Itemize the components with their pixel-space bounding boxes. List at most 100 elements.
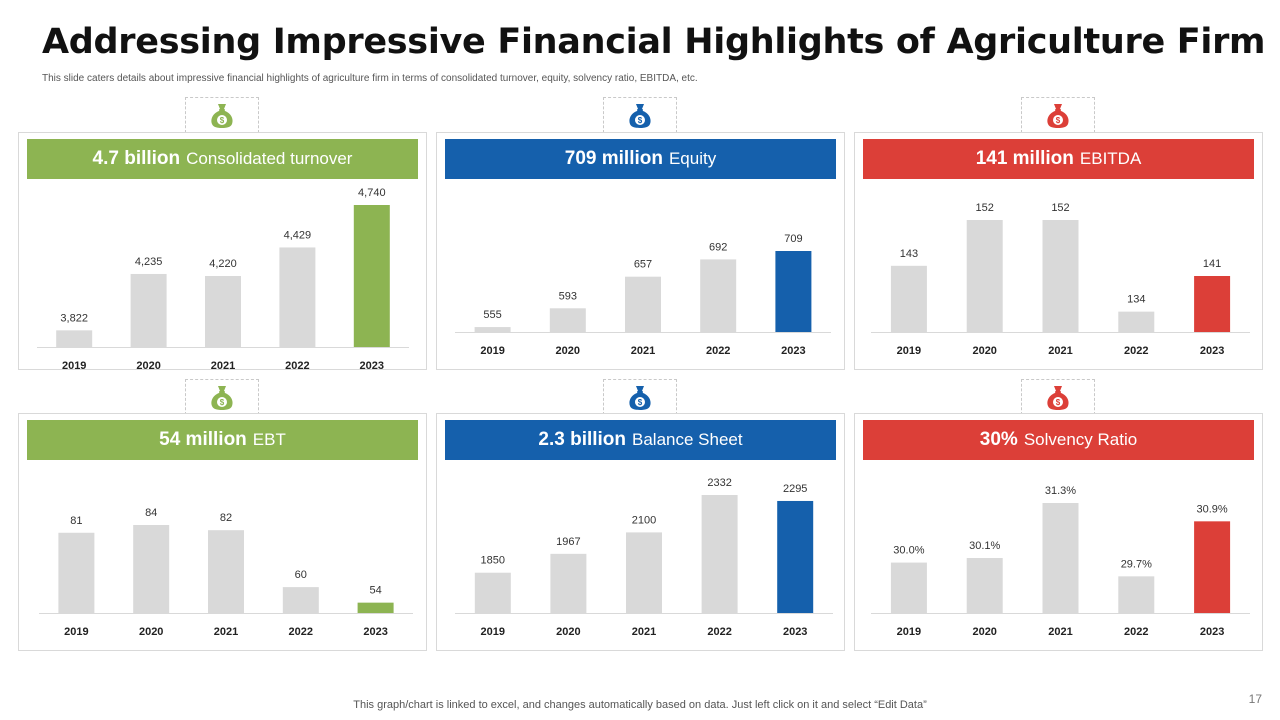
x-tick-label: 2022 (707, 626, 731, 638)
bar-2021 (626, 532, 662, 613)
x-tick-label: 2021 (1048, 345, 1072, 357)
data-label: 54 (369, 585, 381, 597)
svg-text:$: $ (638, 116, 643, 125)
x-tick-label: 2022 (289, 626, 313, 638)
x-tick-label: 2019 (897, 626, 921, 638)
banner-label: Equity (668, 149, 717, 168)
panel-banner: 54 million EBT (27, 420, 418, 460)
data-label: 152 (1051, 202, 1069, 214)
panel-solvency-ratio: 30% Solvency Ratio 30.0% 2019 30.1% 2020 31.… (854, 413, 1263, 651)
bar-2022 (282, 587, 319, 613)
bar-2023 (357, 602, 394, 613)
data-label: 2332 (707, 477, 731, 489)
x-tick-label: 2022 (706, 345, 730, 357)
data-label: 29.7% (1121, 558, 1152, 570)
x-tick-label: 2019 (64, 626, 88, 638)
x-tick-label: 2022 (1124, 345, 1148, 357)
x-tick-label: 2019 (897, 345, 921, 357)
panel-banner: 709 million Equity (445, 139, 836, 179)
data-label: 30.0% (893, 545, 924, 557)
data-label: 692 (709, 241, 727, 253)
x-tick-label: 2019 (62, 360, 86, 371)
data-label: 2295 (783, 483, 807, 495)
icon-box-5: $ (1021, 379, 1095, 415)
bar-2022 (1118, 576, 1155, 613)
data-label: 152 (976, 202, 994, 214)
icon-box-3: $ (185, 379, 259, 415)
x-tick-label: 2023 (360, 360, 384, 371)
svg-text:$: $ (220, 398, 225, 407)
data-label: 30.1% (969, 540, 1000, 552)
x-tick-label: 2020 (972, 345, 996, 357)
x-tick-label: 2023 (1200, 345, 1224, 357)
x-tick-label: 2022 (1124, 626, 1148, 638)
banner-highlight: 4.7 billion (92, 148, 181, 169)
data-label: 143 (900, 248, 918, 260)
bar-2019 (474, 327, 511, 332)
bar-2019 (56, 330, 93, 347)
bar-2021 (1042, 220, 1079, 332)
bar-chart: 3,822 2019 4,235 2020 4,220 2021 4,429 2022 4,74… (37, 187, 409, 371)
x-tick-label: 2020 (972, 626, 996, 638)
bar-2020 (549, 308, 586, 332)
bar-2021 (625, 276, 661, 332)
bar-2019 (890, 562, 927, 613)
svg-text:$: $ (638, 398, 643, 407)
banner-highlight: 2.3 billion (538, 429, 627, 450)
money-bag-icon: $ (211, 386, 233, 410)
banner-highlight: 54 million (159, 429, 247, 450)
bar-2023 (353, 205, 390, 347)
icon-box-4: $ (603, 379, 677, 415)
page-subtitle: This slide caters details about impressi… (42, 73, 698, 84)
x-tick-label: 2022 (285, 360, 309, 371)
x-tick-label: 2020 (556, 626, 580, 638)
banner-highlight: 30% (979, 429, 1018, 450)
icon-box-2: $ (1021, 97, 1095, 133)
data-label: 555 (483, 309, 501, 321)
bar-2019 (58, 532, 95, 613)
svg-text:$: $ (1056, 116, 1061, 125)
bar-chart: 30.0% 2019 30.1% 2020 31.3% 2021 29.7% 2022 30.9… (871, 485, 1250, 638)
data-label: 134 (1127, 294, 1145, 306)
x-tick-label: 2021 (211, 360, 235, 371)
bar-chart: 1850 2019 1967 2020 2100 2021 2332 2022 2295 2023 (455, 477, 833, 638)
bar-2023 (777, 500, 814, 613)
x-tick-label: 2020 (136, 360, 160, 371)
svg-text:$: $ (220, 116, 225, 125)
page-title: Addressing Impressive Financial Highligh… (42, 22, 1266, 62)
panel-banner: 4.7 billion Consolidated turnover (27, 139, 418, 179)
footer-note: This graph/chart is linked to excel, and… (353, 699, 927, 711)
banner-label: EBT (252, 430, 286, 449)
money-bag-icon: $ (629, 104, 651, 128)
data-label: 593 (559, 290, 577, 302)
x-tick-label: 2023 (783, 626, 807, 638)
bar-2023 (1194, 276, 1231, 332)
panel-banner: 2.3 billion Balance Sheet (445, 420, 836, 460)
bar-2023 (1194, 521, 1231, 613)
panel-banner: 30% Solvency Ratio (863, 420, 1254, 460)
x-tick-label: 2019 (481, 626, 505, 638)
data-label: 82 (220, 512, 232, 524)
bar-chart: 143 2019 152 2020 152 2021 134 2022 141 2023 (871, 202, 1250, 357)
data-label: 1967 (556, 536, 580, 548)
data-label: 81 (70, 515, 82, 527)
svg-text:$: $ (1056, 398, 1061, 407)
panel-ebt: 54 million EBT 81 2019 84 2020 82 2021 60 2022 5… (18, 413, 427, 651)
bar-2019 (474, 572, 511, 613)
panel-ebitda: 141 million EBITDA 143 2019 152 2020 152 2021… (854, 132, 1263, 370)
money-bag-icon: $ (1047, 104, 1069, 128)
data-label: 31.3% (1045, 485, 1076, 497)
bar-2021 (205, 276, 241, 347)
data-label: 1850 (481, 555, 505, 567)
panel-equity: 709 million Equity 555 2019 593 2020 657 2021… (436, 132, 845, 370)
page-number: 17 (1248, 692, 1262, 706)
x-tick-label: 2020 (139, 626, 163, 638)
x-tick-label: 2021 (214, 626, 238, 638)
x-tick-label: 2019 (480, 345, 504, 357)
x-tick-label: 2021 (632, 626, 656, 638)
banner-highlight: 709 million (564, 148, 663, 169)
bar-2022 (279, 247, 316, 347)
x-tick-label: 2023 (363, 626, 387, 638)
bar-2019 (890, 265, 927, 332)
data-label: 2100 (632, 514, 656, 526)
